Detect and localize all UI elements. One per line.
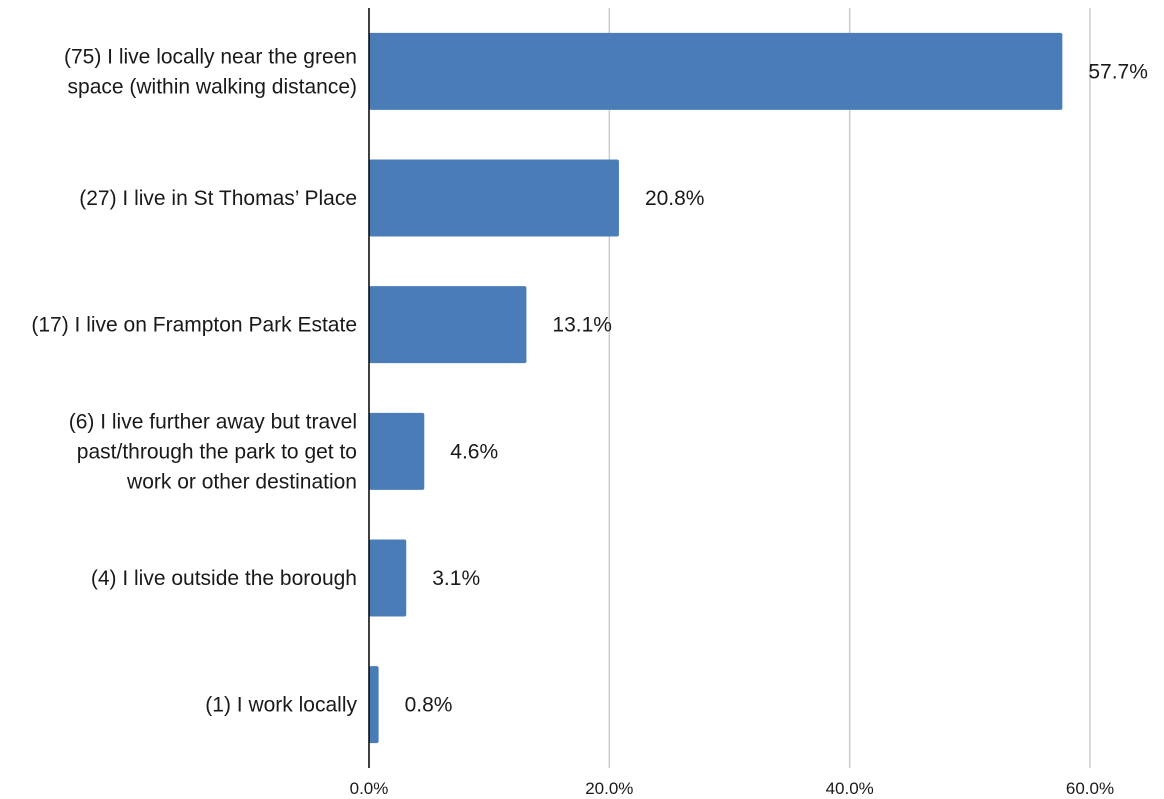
x-tick-label: 20.0% (585, 779, 633, 798)
x-tick-label: 0.0% (350, 779, 389, 798)
bar (369, 539, 407, 617)
data-label: 0.8% (405, 694, 453, 717)
category-label: (27) I live in St Thomas’ Place (79, 187, 357, 210)
bar (369, 32, 1063, 110)
bars (369, 32, 1063, 744)
category-label: (75) I live locally near the green space … (64, 45, 357, 98)
gridlines (608, 8, 1091, 768)
data-label: 20.8% (645, 187, 705, 210)
category-label: (4) I live outside the borough (91, 567, 357, 590)
labels: 0.0% 20.0% 40.0% 60.0% 57.7% (75) I live loca… (31, 45, 1148, 798)
data-label: 3.1% (432, 567, 480, 590)
bar (369, 159, 619, 237)
bar (369, 412, 425, 490)
bar (369, 666, 379, 744)
data-label: 4.6% (450, 440, 498, 463)
category-label: (17) I live on Frampton Park Estate (31, 314, 357, 337)
category-label: (6) I live further away but travel past/t… (69, 410, 357, 493)
bar (369, 286, 527, 364)
x-tick-label: 60.0% (1066, 779, 1114, 798)
data-label: 13.1% (552, 314, 612, 337)
category-label: (1) I work locally (205, 694, 357, 717)
data-label: 57.7% (1088, 60, 1148, 83)
x-tick-label: 40.0% (826, 779, 874, 798)
